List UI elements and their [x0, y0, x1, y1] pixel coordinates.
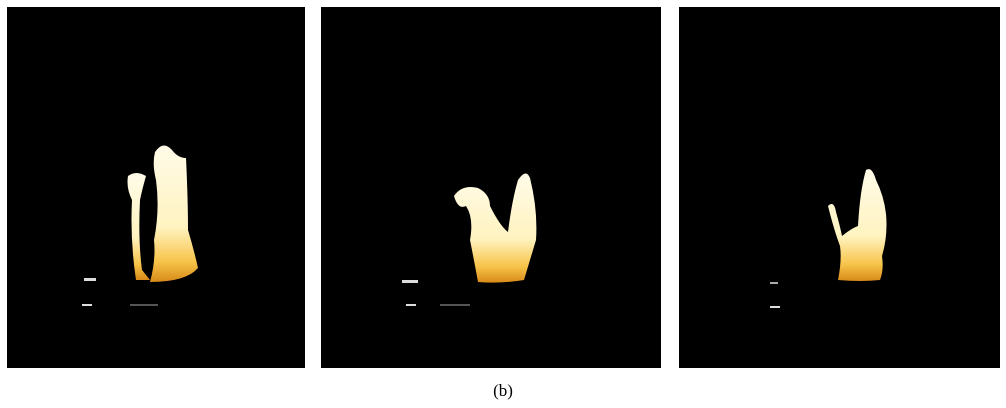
- photo-panel: [7, 7, 305, 368]
- figure: (b): [0, 0, 1006, 408]
- photo-panel: [321, 7, 661, 368]
- figure-caption: (b): [493, 381, 513, 400]
- photo-panel: [679, 7, 1000, 368]
